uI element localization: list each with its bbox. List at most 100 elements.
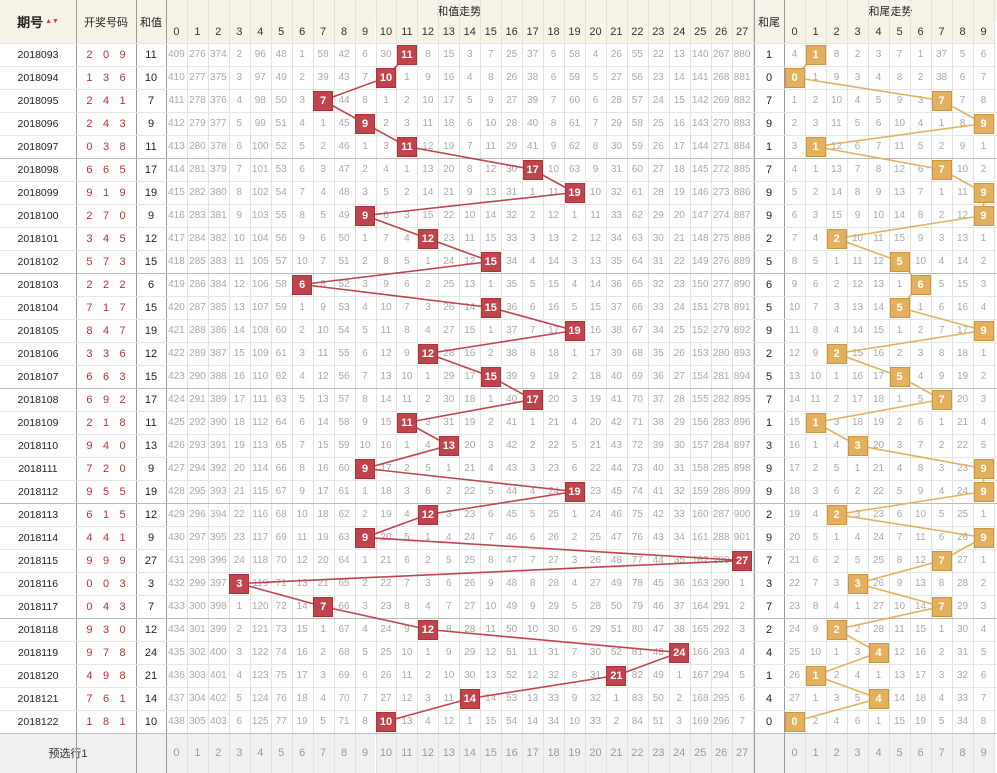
draw-digit: 6 xyxy=(119,347,126,360)
sum-miss-count: 1 xyxy=(425,647,431,658)
footer-sum-select[interactable]: 24 xyxy=(668,733,690,773)
tail-miss-count: 2 xyxy=(917,325,924,336)
tail-miss-count: 28 xyxy=(872,624,885,635)
draw-digit: 1 xyxy=(102,508,110,521)
footer-sum-select[interactable]: 18 xyxy=(543,733,565,773)
tail-value: 9 xyxy=(765,531,773,544)
footer-tail-select[interactable]: 2 xyxy=(826,733,847,773)
sum-miss-count: 894 xyxy=(733,371,751,382)
footer-sum-select[interactable]: 22 xyxy=(626,733,648,773)
tail-hit-marker: 3 xyxy=(847,573,868,594)
footer-sum-select[interactable]: 12 xyxy=(417,733,439,773)
footer-sum-select[interactable]: 19 xyxy=(564,733,585,773)
sum-miss-count: 14 xyxy=(548,256,560,267)
row-divider xyxy=(0,112,997,113)
sum-miss-count: 34 xyxy=(548,716,560,727)
footer-sum-select[interactable]: 3 xyxy=(228,733,250,773)
column-header-issue[interactable]: 期号 ▲▼ xyxy=(0,0,76,43)
sum-miss-count: 9 xyxy=(550,141,557,152)
tail-miss-count: 14 xyxy=(830,187,843,198)
footer-sum-select[interactable]: 7 xyxy=(312,733,334,773)
tail-miss-count: 2 xyxy=(896,417,903,428)
footer-sum-select[interactable]: 10 xyxy=(375,733,397,773)
sum-miss-count: 12 xyxy=(485,164,497,175)
footer-tail-select[interactable]: 1 xyxy=(805,733,826,773)
sum-miss-count: 2 xyxy=(425,394,431,405)
sum-miss-count: 144 xyxy=(691,141,709,152)
sum-miss-count: 882 xyxy=(733,95,751,106)
sum-miss-count: 27 xyxy=(443,325,455,336)
footer-sum-select[interactable]: 21 xyxy=(605,733,627,773)
sum-miss-count: 433 xyxy=(168,601,185,612)
draw-digit: 9 xyxy=(119,554,126,567)
sum-miss-count: 283 xyxy=(712,417,730,428)
footer-sum-select[interactable]: 14 xyxy=(459,733,481,773)
sum-miss-count: 14 xyxy=(296,601,308,612)
sum-miss-count: 57 xyxy=(338,394,350,405)
footer-sum-select[interactable]: 26 xyxy=(710,733,732,773)
tail-miss-count: 22 xyxy=(956,440,969,451)
footer-tail-select[interactable]: 9 xyxy=(973,733,994,773)
footer-sum-select[interactable]: 27 xyxy=(731,733,753,773)
footer-sum-select[interactable]: 15 xyxy=(480,733,502,773)
footer-sum-select[interactable]: 16 xyxy=(501,733,523,773)
tail-miss-count: 2 xyxy=(833,555,840,566)
sum-value: 12 xyxy=(144,347,158,360)
tail-miss-count: 37 xyxy=(935,49,948,60)
sum-miss-count: 64 xyxy=(631,256,643,267)
sum-miss-count: 898 xyxy=(733,463,751,474)
footer-sum-cell[interactable] xyxy=(136,733,166,773)
footer-sum-select[interactable]: 0 xyxy=(166,733,187,773)
sort-icon[interactable]: ▲▼ xyxy=(45,17,59,25)
footer-tail-select[interactable]: 5 xyxy=(889,733,910,773)
footer-sum-select[interactable]: 17 xyxy=(522,733,544,773)
sum-miss-count: 9 xyxy=(362,417,368,428)
sum-miss-count: 31 xyxy=(673,463,685,474)
sum-miss-count: 30 xyxy=(589,647,602,658)
sum-miss-count: 4 xyxy=(425,440,431,451)
footer-sum-select[interactable]: 2 xyxy=(207,733,229,773)
sum-miss-count: 32 xyxy=(610,187,622,198)
tail-miss-count: 14 xyxy=(914,601,927,612)
sum-miss-count: 4 xyxy=(739,647,745,658)
sum-miss-count: 3 xyxy=(571,394,578,405)
sum-miss-count: 16 xyxy=(296,647,308,658)
sum-miss-count: 2 xyxy=(362,164,368,175)
footer-sum-select[interactable]: 20 xyxy=(585,733,606,773)
draw-digit: 8 xyxy=(119,416,126,429)
sum-miss-count: 13 xyxy=(233,302,245,313)
footer-tail-select[interactable]: 0 xyxy=(784,733,805,773)
footer-tail-cell[interactable] xyxy=(754,733,784,773)
footer-sum-select[interactable]: 4 xyxy=(249,733,271,773)
footer-sum-select[interactable]: 13 xyxy=(438,733,460,773)
sum-miss-count: 294 xyxy=(712,670,730,681)
tail-miss-count: 1 xyxy=(833,532,840,543)
footer-sum-select[interactable]: 1 xyxy=(186,733,208,773)
footer-tail-select[interactable]: 4 xyxy=(868,733,889,773)
footer-sum-select[interactable]: 11 xyxy=(396,733,418,773)
footer-sum-select[interactable]: 8 xyxy=(333,733,355,773)
sum-miss-count: 271 xyxy=(712,141,730,152)
footer-sum-select[interactable]: 9 xyxy=(354,733,376,773)
footer-sum-select[interactable]: 23 xyxy=(647,733,669,773)
sum-miss-count: 9 xyxy=(425,72,431,83)
sum-value: 9 xyxy=(147,462,155,475)
footer-tail-select[interactable]: 6 xyxy=(910,733,931,773)
footer-tail-select[interactable]: 3 xyxy=(847,733,868,773)
footer-sum-select[interactable]: 25 xyxy=(689,733,711,773)
sum-miss-count: 15 xyxy=(485,716,497,727)
draw-digit: 7 xyxy=(119,301,126,314)
footer-sum-select[interactable]: 6 xyxy=(291,733,313,773)
tail-hit-marker: 7 xyxy=(931,159,952,180)
footer-tail-select[interactable]: 7 xyxy=(931,733,952,773)
sum-miss-count: 145 xyxy=(691,164,709,175)
footer-tail-select[interactable]: 8 xyxy=(952,733,973,773)
tail-miss-count: 16 xyxy=(788,440,801,451)
sum-miss-count: 7 xyxy=(404,302,410,313)
sum-miss-count: 5 xyxy=(404,532,410,543)
sum-miss-count: 288 xyxy=(712,532,730,543)
sum-column-header: 14 xyxy=(459,21,481,43)
tail-miss-count: 23 xyxy=(788,601,801,612)
footer-sum-select[interactable]: 5 xyxy=(270,733,292,773)
